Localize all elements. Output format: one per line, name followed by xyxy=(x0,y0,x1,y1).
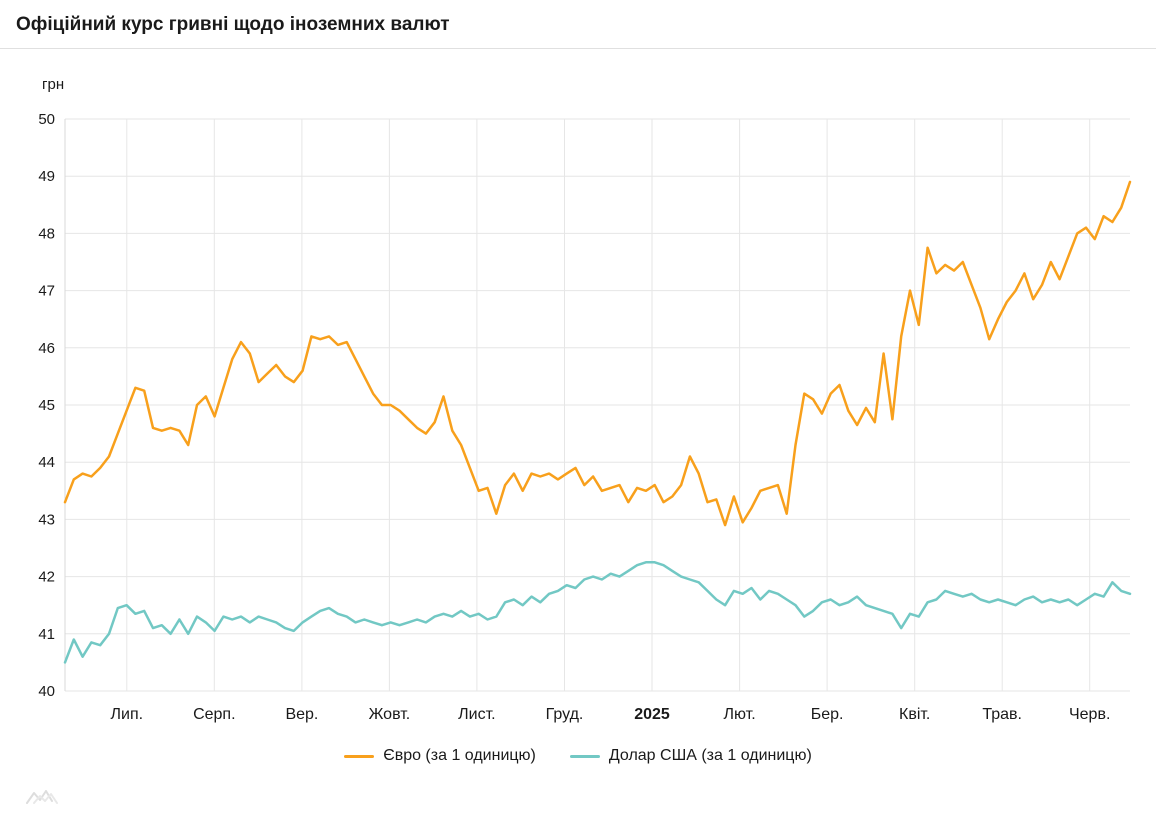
svg-text:Жовт.: Жовт. xyxy=(369,706,411,723)
svg-text:Лют.: Лют. xyxy=(724,706,756,723)
svg-text:47: 47 xyxy=(38,283,55,300)
svg-text:50: 50 xyxy=(38,111,55,128)
svg-text:40: 40 xyxy=(38,683,55,700)
svg-text:Бер.: Бер. xyxy=(811,706,844,723)
page-title: Офіційний курс гривні щодо іноземних вал… xyxy=(16,14,450,35)
amcharts-logo[interactable] xyxy=(26,788,74,811)
svg-text:Лист.: Лист. xyxy=(458,706,495,723)
svg-text:Лип.: Лип. xyxy=(111,706,144,723)
legend-swatch-euro xyxy=(344,754,375,758)
chart-plot-area[interactable]: грн 40 41 42 43 44 45 46 47 48 49 50 Лип. Серп. Вер. Жо… xyxy=(0,49,1156,739)
svg-text:45: 45 xyxy=(38,397,55,414)
exchange-rate-chart[interactable]: грн 40 41 42 43 44 45 46 47 48 49 50 Лип. Серп. Вер. Жо… xyxy=(0,49,1156,739)
svg-text:46: 46 xyxy=(38,340,55,357)
svg-text:Трав.: Трав. xyxy=(982,706,1022,723)
legend-swatch-usd xyxy=(569,754,600,758)
chart-header: Офіційний курс гривні щодо іноземних вал… xyxy=(0,0,1156,49)
svg-text:Груд.: Груд. xyxy=(546,706,584,723)
svg-text:Серп.: Серп. xyxy=(193,706,235,723)
svg-text:42: 42 xyxy=(38,569,55,586)
legend-label-usd: Долар США (за 1 одиницю) xyxy=(608,747,812,764)
svg-text:грн: грн xyxy=(42,76,64,93)
legend-item-euro[interactable]: Євро (за 1 одиницю) xyxy=(344,747,536,765)
chart-legend: Євро (за 1 одиницю) Долар США (за 1 один… xyxy=(0,747,1156,765)
svg-text:Черв.: Черв. xyxy=(1069,706,1110,723)
legend-item-usd[interactable]: Долар США (за 1 одиницю) xyxy=(569,747,812,765)
svg-text:41: 41 xyxy=(38,626,55,643)
svg-text:49: 49 xyxy=(38,168,55,185)
svg-text:Вер.: Вер. xyxy=(285,706,318,723)
svg-text:43: 43 xyxy=(38,511,55,528)
legend-label-euro: Євро (за 1 одиницю) xyxy=(383,747,536,764)
svg-text:48: 48 xyxy=(38,225,55,242)
svg-text:Квіт.: Квіт. xyxy=(899,706,930,723)
svg-text:2025: 2025 xyxy=(634,706,670,723)
svg-text:44: 44 xyxy=(38,454,55,471)
